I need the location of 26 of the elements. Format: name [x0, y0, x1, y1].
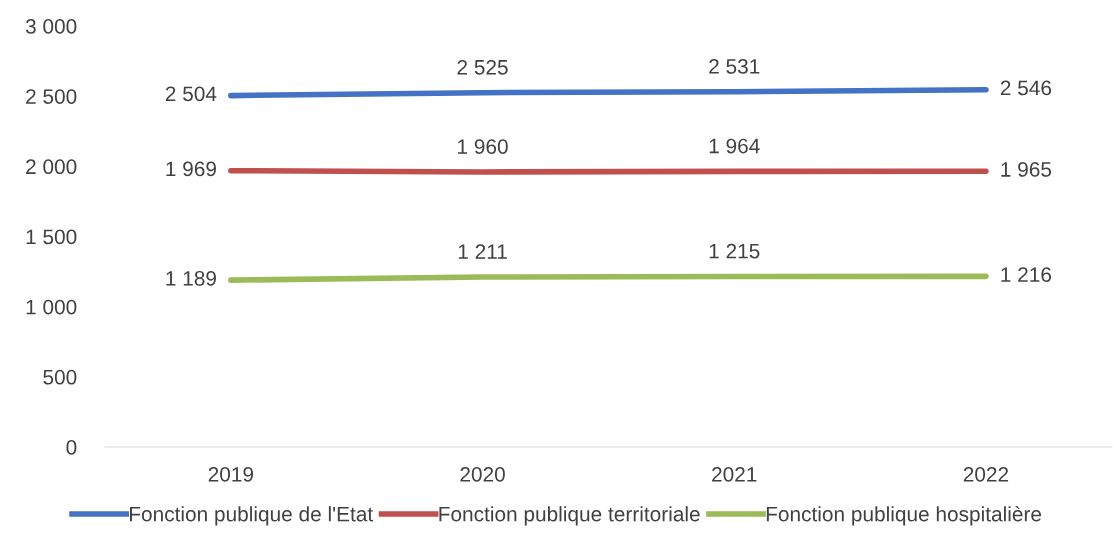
x-tick-label: 2020 [460, 466, 505, 482]
y-tick-label: 1 000 [26, 299, 77, 315]
data-label: 2 546 [1000, 80, 1052, 96]
data-label: 1 215 [709, 243, 760, 259]
data-label: 1 964 [709, 138, 760, 154]
data-label: 2 531 [709, 59, 760, 74]
data-label: 1 969 [166, 161, 216, 177]
x-tick-label: 2021 [712, 466, 757, 482]
legend-label: Fonction publique hospitalière [766, 505, 1042, 526]
x-tick-label: 2022 [963, 466, 1009, 482]
y-tick-label: 3 000 [25, 19, 77, 34]
data-label: 1 211 [458, 244, 507, 259]
y-tick-label: 2 000 [26, 159, 77, 175]
data-label: 1 960 [458, 139, 508, 154]
data-label: 1 216 [1001, 267, 1052, 282]
legend-label: Fonction publique de l'Etat [130, 506, 374, 526]
legend-label: Fonction publique territoriale [439, 506, 700, 526]
y-tick-label: 0 [66, 440, 77, 455]
y-tick-label: 2 500 [26, 89, 77, 104]
y-tick-label: 1 500 [26, 229, 77, 245]
y-tick-label: 500 [43, 369, 77, 385]
data-label: 1 189 [166, 270, 216, 286]
data-label: 2 504 [165, 86, 217, 102]
data-label: 2 525 [457, 59, 508, 75]
data-label: 1 965 [1001, 162, 1052, 177]
x-tick-label: 2019 [208, 466, 254, 482]
